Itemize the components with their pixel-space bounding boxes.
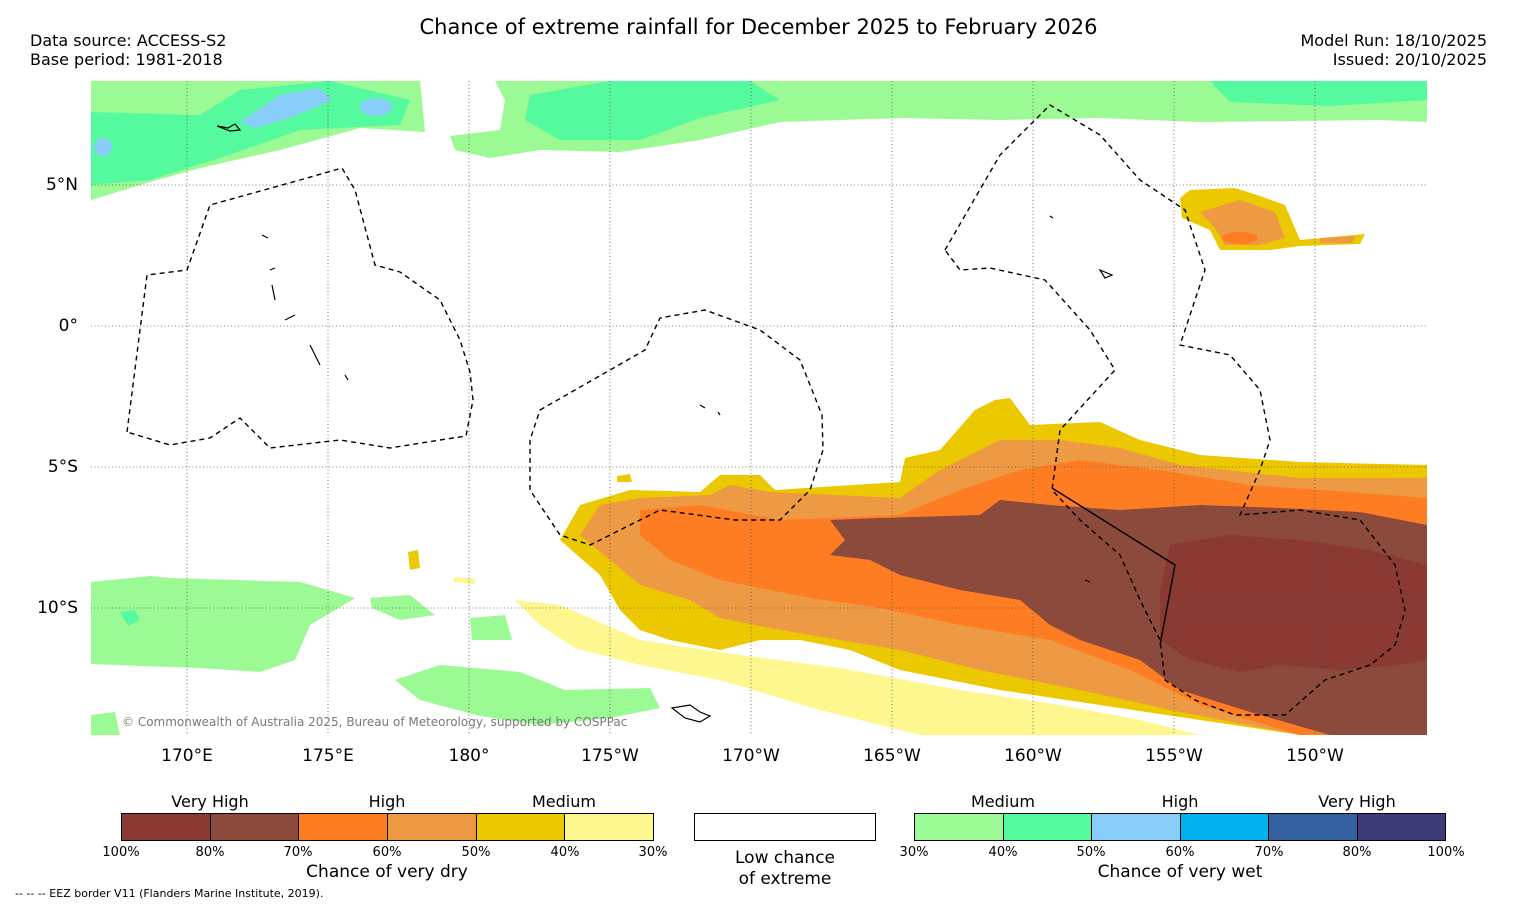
wet-group-very-high: Very High <box>1318 792 1396 811</box>
wet-region-northwest-high <box>240 88 332 128</box>
wet-regions <box>91 81 1427 735</box>
lon-label-175e: 175°E <box>302 746 354 766</box>
dry-caption: Chance of very dry <box>306 862 468 882</box>
wet-caption: Chance of very wet <box>1097 862 1263 882</box>
dry-regions <box>408 188 1427 735</box>
wet-region-southwest-bottom <box>91 712 120 735</box>
dry-region-small-patch-2 <box>617 474 632 482</box>
wet-region-north-east-core <box>1210 81 1427 106</box>
lon-label-165w: 165°W <box>863 746 921 766</box>
wet-swatch-6 <box>1357 814 1445 840</box>
lon-label-180: 180° <box>448 746 490 766</box>
wet-tick: 80% <box>1342 845 1372 860</box>
wet-swatch-3 <box>1092 814 1181 840</box>
dry-tick: 40% <box>550 845 580 860</box>
wet-region-southwest <box>91 576 355 672</box>
dry-region-small-patch-3 <box>454 577 476 584</box>
lon-label-155w: 155°W <box>1145 746 1203 766</box>
dry-group-very-high: Very High <box>171 792 249 811</box>
dry-tick: 70% <box>283 845 313 860</box>
gridlines <box>91 81 1427 735</box>
wet-tick: 60% <box>1165 845 1195 860</box>
lat-label-0: 0° <box>58 316 78 336</box>
copyright-notice: © Commonwealth of Australia 2025, Bureau… <box>122 715 628 729</box>
wet-region-north-central-core <box>525 81 780 140</box>
dry-tick: 60% <box>372 845 402 860</box>
wet-region-northwest-high-3 <box>94 138 112 156</box>
dry-swatch-4 <box>388 814 477 840</box>
data-source-info: Data source: ACCESS-S2 Base period: 1981… <box>30 31 226 69</box>
dry-region-very-high-core <box>1160 535 1427 672</box>
dry-region-medium-light <box>515 600 1200 735</box>
wet-region-south-bottom <box>395 665 660 725</box>
eez-border-west <box>126 167 474 449</box>
wet-colorbar <box>914 813 1446 841</box>
lon-label-170e: 170°E <box>161 746 213 766</box>
dry-region-small-patch <box>408 550 420 570</box>
low-chance-caption: Low chance of extreme <box>685 848 885 890</box>
dry-tick: 50% <box>461 845 491 860</box>
eez-borders <box>126 104 1406 716</box>
wet-tick: 30% <box>899 845 929 860</box>
dry-group-medium: Medium <box>532 792 596 811</box>
wet-tick: 70% <box>1254 845 1284 860</box>
model-run-info: Model Run: 18/10/2025 Issued: 20/10/2025 <box>1301 31 1488 69</box>
map-title: Chance of extreme rainfall for December … <box>419 15 1098 39</box>
wet-tick: 100% <box>1427 845 1465 860</box>
dry-tick: 30% <box>638 845 668 860</box>
dry-tick: 100% <box>102 845 140 860</box>
wet-tick: 40% <box>988 845 1018 860</box>
dry-region-northeast-high <box>1222 232 1258 244</box>
dry-colorbar <box>121 813 654 841</box>
dry-swatch-5 <box>476 814 566 840</box>
wet-swatch-5 <box>1269 814 1358 840</box>
dry-swatch-3 <box>299 814 389 840</box>
low-chance-swatch <box>694 813 876 841</box>
wet-tick: 50% <box>1076 845 1106 860</box>
lon-label-160w: 160°W <box>1004 746 1062 766</box>
eez-border-solid <box>1051 487 1176 646</box>
wet-region-northwest-high-2 <box>360 98 392 116</box>
wet-region-southwest-dot <box>120 610 140 626</box>
dry-swatch-6 <box>565 814 654 840</box>
rainfall-map <box>91 81 1427 735</box>
wet-region-south-central <box>370 595 435 620</box>
lat-label-10s: 10°S <box>37 598 78 618</box>
eez-footnote: -- -- -- EEZ border V11 (Flanders Marine… <box>15 887 324 900</box>
dry-swatch-2 <box>210 814 300 840</box>
dry-group-high: High <box>368 792 406 811</box>
dry-tick: 80% <box>195 845 225 860</box>
islands <box>216 123 1114 723</box>
lat-label-5s: 5°S <box>47 457 78 477</box>
wet-group-medium: Medium <box>971 792 1035 811</box>
wet-swatch-1 <box>915 814 1004 840</box>
wet-region-northwest-core <box>91 81 410 185</box>
lon-label-170w: 170°W <box>722 746 780 766</box>
issued-label: Issued: 20/10/2025 <box>1332 50 1487 69</box>
low-chance-line2: of extreme <box>738 869 832 889</box>
base-period-label: Base period: 1981-2018 <box>30 50 223 69</box>
eez-border-northeast <box>944 104 1406 716</box>
lon-label-175w: 175°W <box>581 746 639 766</box>
lat-label-5n: 5°N <box>45 175 78 195</box>
data-source-label: Data source: ACCESS-S2 <box>30 31 227 50</box>
dry-swatch-1 <box>122 814 211 840</box>
wet-swatch-4 <box>1180 814 1269 840</box>
model-run-label: Model Run: 18/10/2025 <box>1300 31 1488 50</box>
lon-label-150w: 150°W <box>1286 746 1344 766</box>
wet-group-high: High <box>1161 792 1199 811</box>
wet-swatch-2 <box>1003 814 1092 840</box>
wet-region-south-patch <box>470 615 512 640</box>
low-chance-line1: Low chance <box>735 848 835 868</box>
